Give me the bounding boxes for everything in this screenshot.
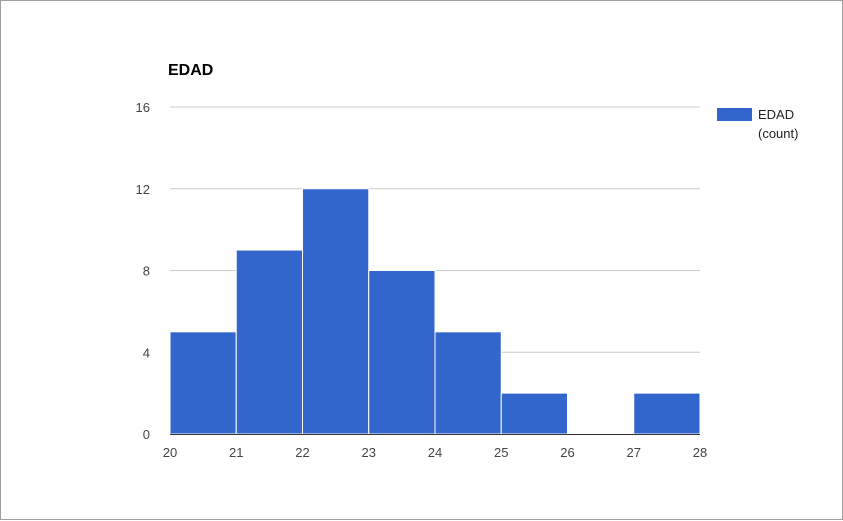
chart-title: EDAD <box>168 62 213 79</box>
legend-label-line2: (count) <box>758 126 798 141</box>
x-tick-label: 25 <box>494 445 508 460</box>
legend-label-line1: EDAD <box>758 107 794 122</box>
x-tick-label: 24 <box>428 445 442 460</box>
x-tick-label: 28 <box>693 445 707 460</box>
y-tick-labels: 0 4 8 12 16 <box>136 100 150 442</box>
histogram-bar <box>500 392 568 435</box>
y-tick-label: 12 <box>136 182 150 197</box>
legend: EDAD (count) <box>717 107 798 141</box>
y-tick-label: 16 <box>136 100 150 115</box>
bars <box>169 188 701 435</box>
x-tick-label: 23 <box>362 445 376 460</box>
histogram-bar <box>235 249 303 435</box>
legend-swatch <box>717 108 752 121</box>
x-tick-label: 26 <box>560 445 574 460</box>
x-tick-label: 21 <box>229 445 243 460</box>
x-tick-labels: 20 21 22 23 24 25 26 27 28 <box>163 445 707 460</box>
histogram-bar <box>368 270 436 435</box>
histogram-bar <box>633 392 701 435</box>
y-tick-label: 4 <box>143 345 150 360</box>
x-tick-label: 20 <box>163 445 177 460</box>
y-tick-label: 8 <box>143 264 150 279</box>
x-tick-label: 22 <box>295 445 309 460</box>
y-tick-label: 0 <box>143 427 150 442</box>
histogram-bar <box>302 188 370 435</box>
x-tick-label: 27 <box>627 445 641 460</box>
histogram-bar <box>169 331 237 435</box>
histogram-bar <box>434 331 502 435</box>
